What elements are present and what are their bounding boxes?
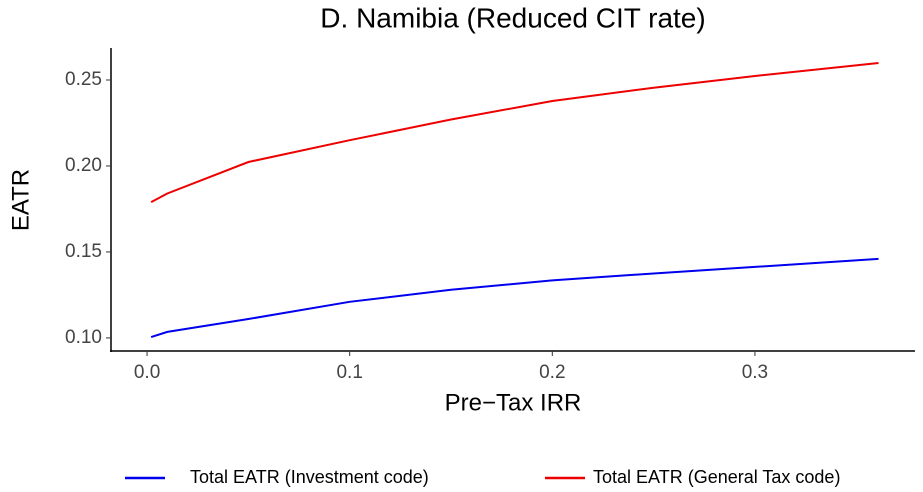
legend-label: Total EATR (General Tax code) [593, 467, 840, 487]
series-line [150, 257, 879, 339]
legend-label: Total EATR (Investment code) [190, 467, 429, 487]
series-line [150, 61, 879, 203]
y-tick-label: 0.25 [65, 69, 102, 90]
x-tick-label: 0.1 [336, 362, 362, 383]
x-tick-label: 0.2 [539, 362, 565, 383]
x-axis-label: Pre−Tax IRR [445, 389, 582, 416]
y-axis-label: EATR [7, 169, 34, 231]
x-tick-label: 0.3 [742, 362, 768, 383]
y-tick-label: 0.15 [65, 241, 102, 262]
y-tick-label: 0.20 [65, 155, 102, 176]
chart-title: D. Namibia (Reduced CIT rate) [320, 2, 705, 33]
x-tick-label: 0.0 [134, 362, 160, 383]
y-tick-label: 0.10 [65, 327, 102, 348]
